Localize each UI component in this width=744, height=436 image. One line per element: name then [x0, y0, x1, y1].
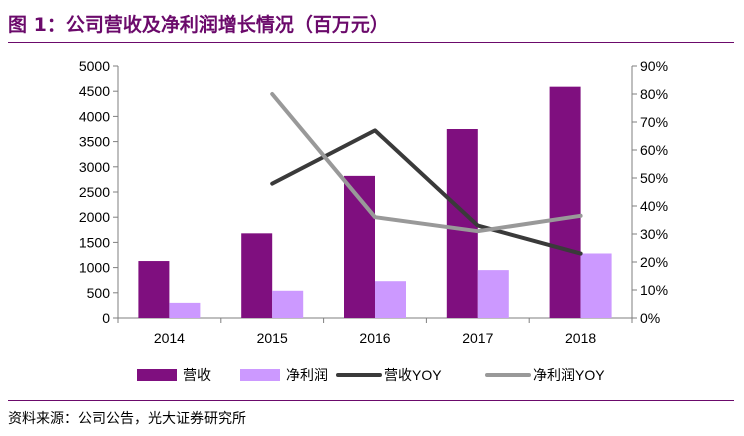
y-left-tick-label: 0 [102, 310, 110, 326]
legend-label-revenue: 营收 [183, 367, 211, 383]
bar-net-profit [580, 253, 612, 318]
y-right-tick-label: 50% [640, 170, 668, 186]
y-left-tick-label: 2000 [79, 209, 110, 225]
y-left-tick-label: 4000 [79, 108, 110, 124]
y-right-tick-label: 20% [640, 254, 668, 270]
y-right-tick-label: 80% [640, 86, 668, 102]
x-tick-label: 2017 [462, 330, 493, 346]
bar-revenue [241, 233, 273, 318]
bar-net-profit [169, 302, 201, 318]
y-right-tick-label: 30% [640, 226, 668, 242]
y-left-tick-label: 5000 [79, 58, 110, 74]
y-left-tick-label: 1500 [79, 234, 110, 250]
legend-label-net-profit: 净利润 [286, 367, 328, 383]
y-left-tick-label: 1000 [79, 260, 110, 276]
bar-revenue [138, 261, 170, 318]
line-net-profit-yoy [270, 92, 583, 234]
legend-label-revenue-yoy: 营收YOY [384, 367, 442, 383]
legend-label-net-profit-yoy: 净利润YOY [533, 367, 605, 383]
x-tick-label: 2016 [359, 330, 390, 346]
y-right-tick-label: 10% [640, 282, 668, 298]
bar-net-profit [477, 270, 509, 318]
y-left-tick-label: 500 [87, 285, 111, 301]
figure-title: 图 1：公司营收及净利润增长情况（百万元） [8, 14, 389, 36]
source-note: 资料来源：公司公告，光大证券研究所 [8, 411, 246, 427]
legend-swatch-net-profit [240, 369, 280, 381]
legend-swatch-revenue [137, 369, 177, 381]
x-tick-label: 2018 [565, 330, 596, 346]
y-right-tick-label: 70% [640, 114, 668, 130]
y-left-tick-label: 3000 [79, 159, 110, 175]
y-right-tick-label: 40% [640, 198, 668, 214]
y-right-tick-label: 60% [640, 142, 668, 158]
y-left-tick-label: 2500 [79, 184, 110, 200]
title-divider [8, 42, 734, 43]
y-left-tick-label: 4500 [79, 83, 110, 99]
x-tick-label: 2014 [154, 330, 185, 346]
bar-revenue [549, 86, 581, 318]
x-tick-label: 2015 [257, 330, 288, 346]
y-left-tick-label: 3500 [79, 134, 110, 150]
y-right-tick-label: 90% [640, 58, 668, 74]
y-right-tick-label: 0% [640, 310, 660, 326]
bar-net-profit [375, 281, 406, 318]
source-divider [8, 400, 734, 401]
bar-net-profit [272, 290, 304, 318]
